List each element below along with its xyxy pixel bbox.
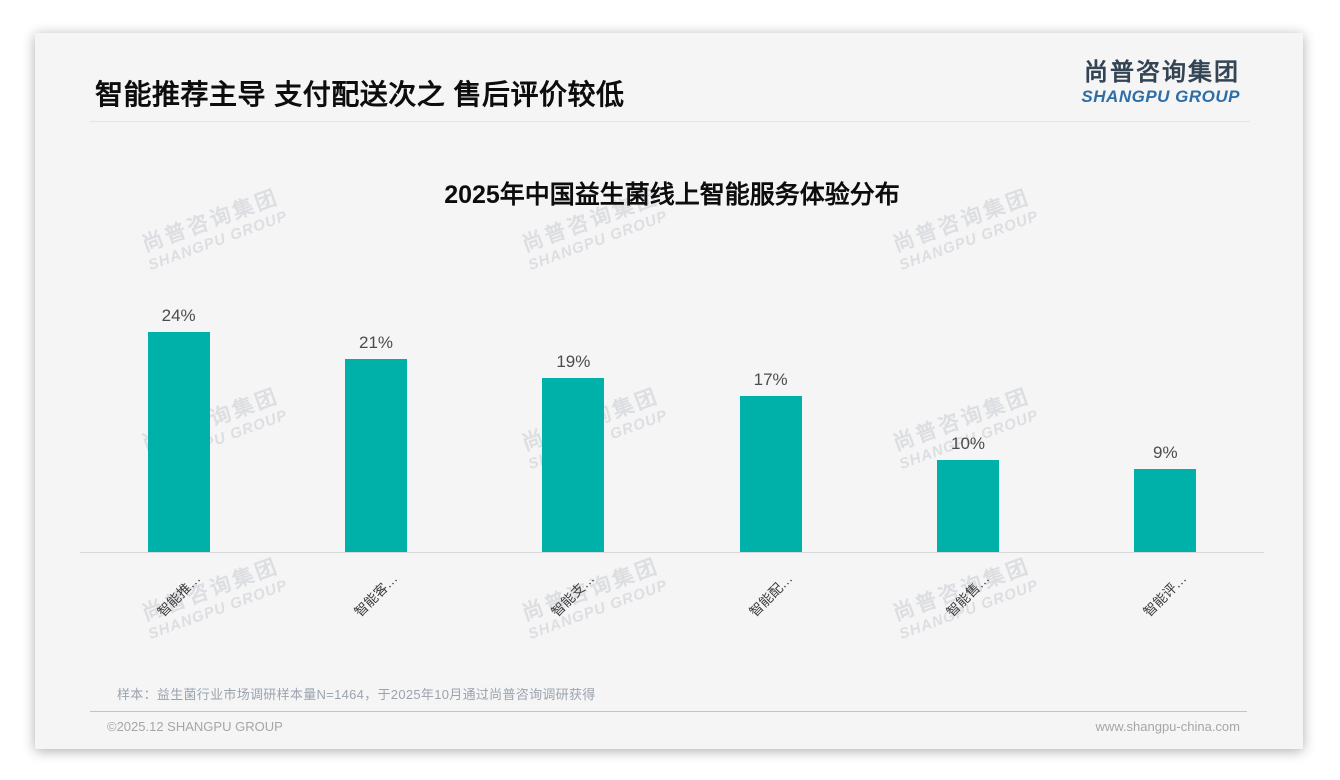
x-axis-label: 智能评…	[1140, 570, 1190, 620]
footer: ©2025.12 SHANGPU GROUP www.shangpu-china…	[107, 719, 1240, 734]
logo-english-text: SHANGPU GROUP	[1081, 87, 1240, 106]
bar-value-label: 17%	[753, 370, 788, 389]
website-link[interactable]: www.shangpu-china.com	[1095, 719, 1240, 734]
copyright-text: ©2025.12 SHANGPU GROUP	[107, 719, 283, 734]
x-axis-label: 智能推…	[154, 570, 204, 620]
slide-card: 尚普咨询集团 SHANGPU GROUP 尚普咨询集团 SHANGPU GROUP 尚普…	[35, 33, 1303, 749]
bar-chart-plot-area: 24% 智能推… 21% 智能客… 19% 智能支… 17% 智能配… 10% 智能售… 9% 智能评…	[80, 223, 1264, 620]
bar-value-label: 24%	[161, 306, 196, 325]
logo-chinese-text: 尚普咨询集团	[1084, 59, 1240, 86]
x-axis-label: 智能配…	[746, 570, 796, 620]
bar-智能售…	[937, 460, 999, 552]
sample-note: 样本：益生菌行业市场调研样本量N=1464，于2025年10月通过尚普咨询调研获…	[117, 687, 596, 702]
bar-智能推…	[147, 332, 210, 552]
company-logo: 尚普咨询集团 SHANGPU GROUP	[1081, 59, 1240, 107]
bar-智能评…	[1134, 469, 1197, 552]
x-axis-label: 智能客…	[351, 570, 401, 620]
x-axis-line	[80, 552, 1264, 553]
bar-value-label: 21%	[358, 333, 394, 352]
bar-智能配…	[739, 396, 802, 552]
bar-智能支…	[542, 378, 605, 552]
bar-智能客…	[345, 359, 407, 552]
x-axis-label: 智能支…	[548, 570, 598, 620]
title-divider	[90, 121, 1250, 122]
x-axis-label: 智能售…	[943, 570, 993, 620]
page-title: 智能推荐主导 支付配送次之 售后评价较低	[95, 79, 625, 110]
footer-divider	[90, 711, 1247, 712]
bar-value-label: 10%	[950, 434, 986, 453]
bar-value-label: 9%	[1153, 443, 1178, 462]
bar-value-label: 19%	[556, 352, 591, 371]
chart-title: 2025年中国益生菌线上智能服务体验分布	[444, 181, 900, 209]
